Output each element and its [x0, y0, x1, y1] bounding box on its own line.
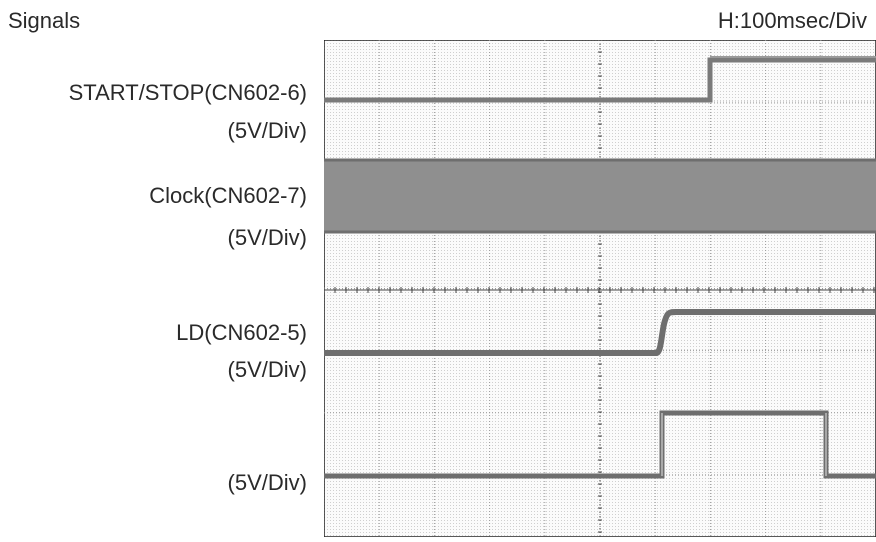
- channel-3-name: LD(CN602-5): [176, 320, 307, 345]
- signals-title: Signals: [8, 8, 81, 33]
- channel-1-scale: (5V/Div): [227, 118, 307, 143]
- channel-1-name: START/STOP(CN602-6): [68, 80, 307, 105]
- oscilloscope-svg: [323, 39, 876, 538]
- oscilloscope-screen: [323, 39, 876, 538]
- center-axis-horizontal: [323, 287, 876, 293]
- channel-2-name: Clock(CN602-7): [149, 183, 307, 208]
- channel-3-scale: (5V/Div): [227, 357, 307, 382]
- trace-clock-band: [324, 160, 876, 232]
- channel-4-scale: (5V/Div): [227, 470, 307, 495]
- trace-channel-4: [324, 410, 876, 479]
- channel-2-scale: (5V/Div): [227, 225, 307, 250]
- timebase-label: H:100msec/Div: [717, 8, 867, 33]
- trace-ld: [324, 309, 876, 356]
- trace-start-stop: [324, 57, 876, 103]
